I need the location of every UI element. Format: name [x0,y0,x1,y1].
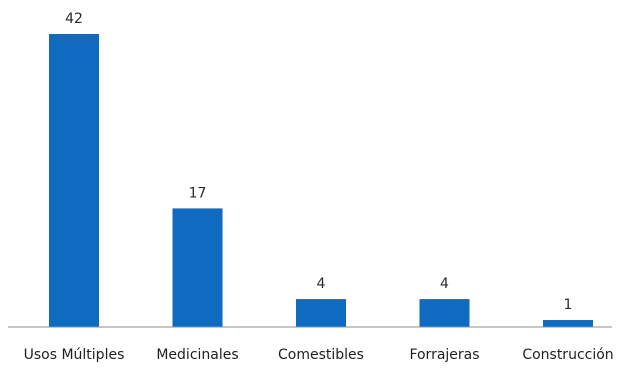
category-label-4: Forrajeras [409,347,479,363]
category-label-3: Comestibles [278,347,364,363]
category-labels-group: Usos Múltiples Medicinales Comestibles Forr… [24,347,614,363]
data-label-4: 4 [440,276,449,292]
category-label-1: Usos Múltiples [24,347,125,363]
data-label-1: 42 [65,11,83,27]
data-label-5: 1 [564,297,573,313]
bar-5 [543,320,593,327]
data-labels-group: 42 17 4 4 1 [65,11,572,313]
bar-1 [49,34,99,327]
bar-2 [172,208,223,327]
data-label-3: 4 [317,276,326,292]
bar-3 [296,299,346,327]
bar-4 [419,299,470,327]
category-label-5: Construcción [522,347,613,363]
category-label-2: Medicinales [156,347,238,363]
bars-group [49,34,593,327]
data-label-2: 17 [189,185,207,201]
